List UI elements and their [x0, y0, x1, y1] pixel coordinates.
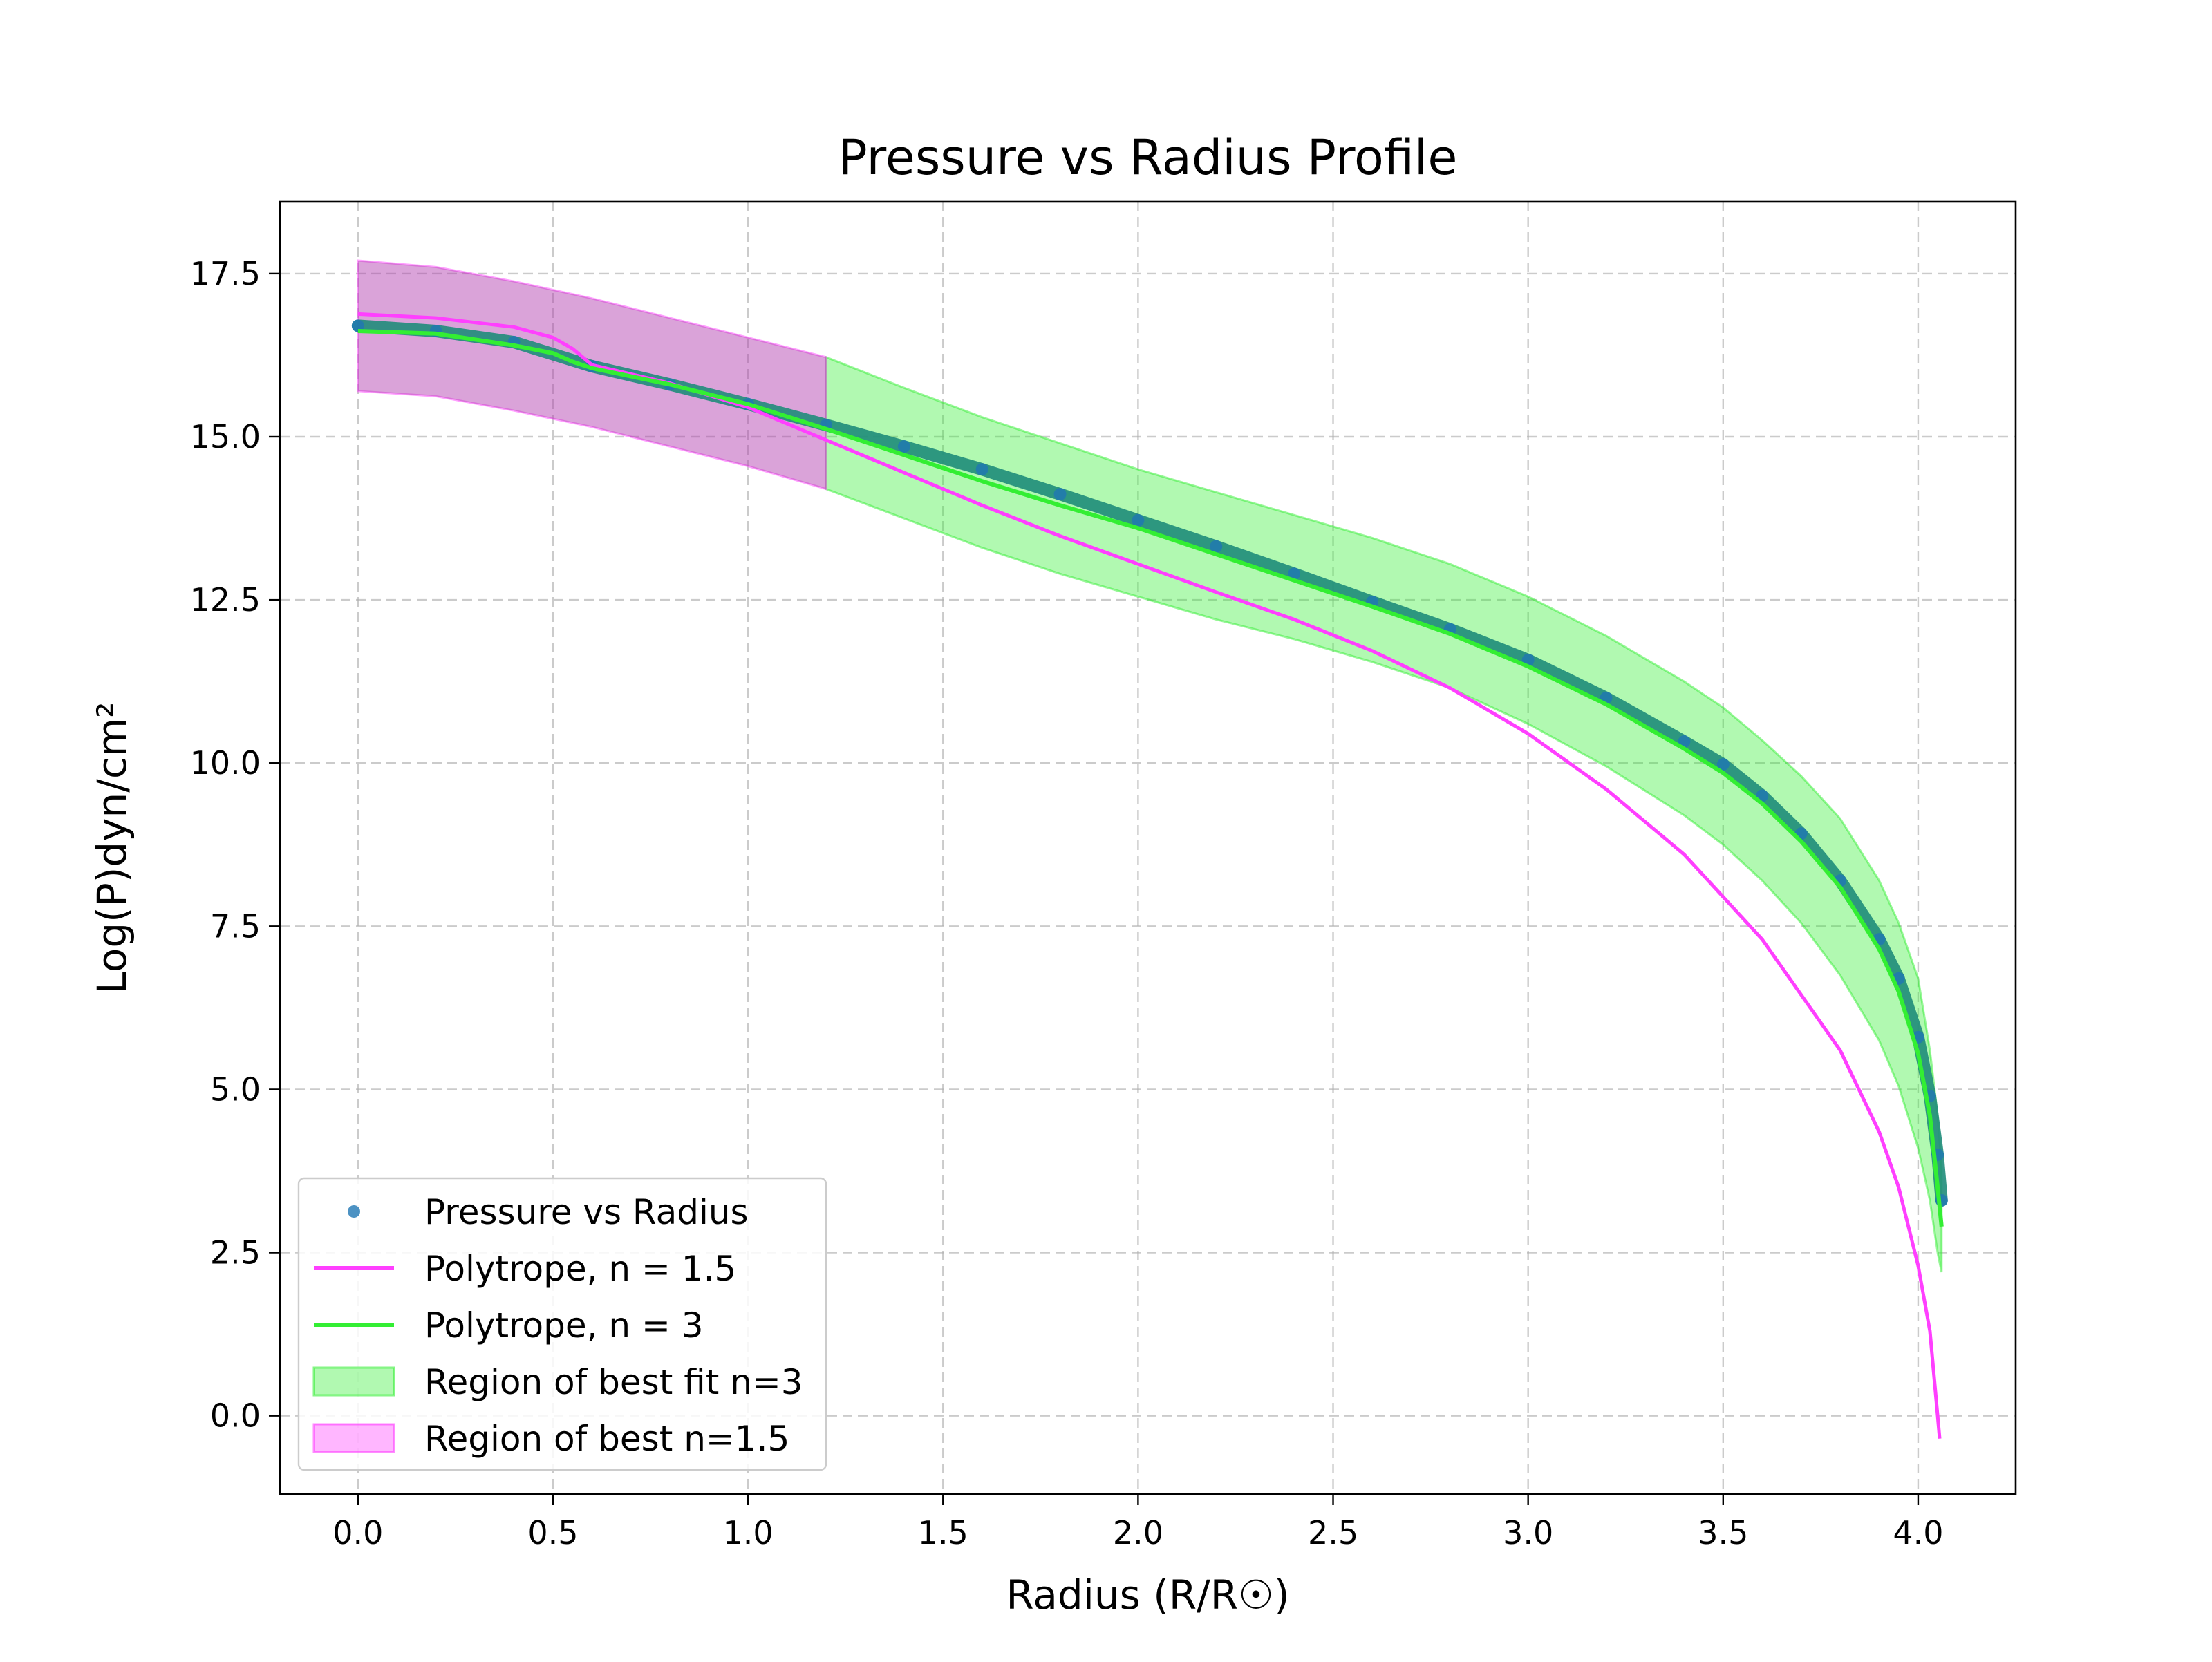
x-tick-label: 3.5	[1698, 1514, 1748, 1551]
polytrope-n1-5-line	[357, 312, 1942, 1439]
pressure-point	[1053, 488, 1067, 501]
y-tick-label: 17.5	[190, 255, 261, 292]
band-best-fit-n3	[825, 355, 1943, 1273]
chart-title: Pressure vs Radius Profile	[838, 129, 1458, 186]
y-tick-label: 15.0	[190, 418, 261, 455]
band-best-fit-n1-5	[357, 259, 827, 491]
band-n1-5-tint	[357, 261, 826, 489]
pressure-point	[1716, 758, 1730, 771]
data-series	[351, 312, 1948, 1439]
legend-label: Polytrope, n = 1.5	[424, 1249, 736, 1289]
y-tick-label: 12.5	[190, 581, 261, 618]
x-tick-label: 0.5	[527, 1514, 578, 1551]
confidence-bands	[357, 259, 1943, 1273]
legend-box	[297, 1177, 827, 1471]
x-tick-label: 2.0	[1113, 1514, 1163, 1551]
x-tick-label: 4.0	[1893, 1514, 1943, 1551]
pressure-point	[975, 463, 988, 476]
x-axis-title: Radius (R/R☉)	[1006, 1571, 1289, 1618]
legend-marker-scatter	[348, 1205, 360, 1218]
legend: Pressure vs Radius Polytrope, n = 1.5 Poly…	[297, 1177, 827, 1471]
y-tick-label: 7.5	[210, 907, 261, 945]
x-tick-label: 1.0	[723, 1514, 774, 1551]
legend-marker-band	[312, 1366, 395, 1397]
legend-label: Region of best n=1.5	[424, 1419, 789, 1459]
plot-frame	[279, 200, 2017, 1495]
legend-label: Region of best fit n=3	[424, 1362, 803, 1402]
x-tick-label: 1.5	[918, 1514, 968, 1551]
y-axis-title: Log(P)dyn/cm²	[88, 702, 135, 994]
axis-ticks: 0.0 0.5 1.0 1.5 2.0 2.5 3.0 3.5 4.0 0.0 2.5 5.0 7.5 1…	[190, 255, 1944, 1551]
x-tick-label: 3.0	[1503, 1514, 1553, 1551]
x-tick-label: 2.5	[1308, 1514, 1358, 1551]
y-tick-label: 2.5	[210, 1234, 261, 1272]
pressure-point	[351, 319, 364, 332]
pressure-point	[1132, 513, 1145, 527]
legend-marker-band	[312, 1423, 395, 1453]
legend-label: Polytrope, n = 3	[424, 1305, 704, 1345]
y-tick-label: 0.0	[210, 1397, 261, 1435]
pressure-point	[1288, 567, 1301, 580]
polytrope-n3-line	[357, 329, 1944, 1227]
x-tick-label: 0.0	[332, 1514, 383, 1551]
pressure-point	[897, 440, 910, 453]
y-tick-label: 5.0	[210, 1070, 261, 1108]
legend-label: Pressure vs Radius	[424, 1192, 749, 1232]
y-tick-label: 10.0	[190, 744, 261, 782]
pressure-point	[1210, 540, 1223, 553]
